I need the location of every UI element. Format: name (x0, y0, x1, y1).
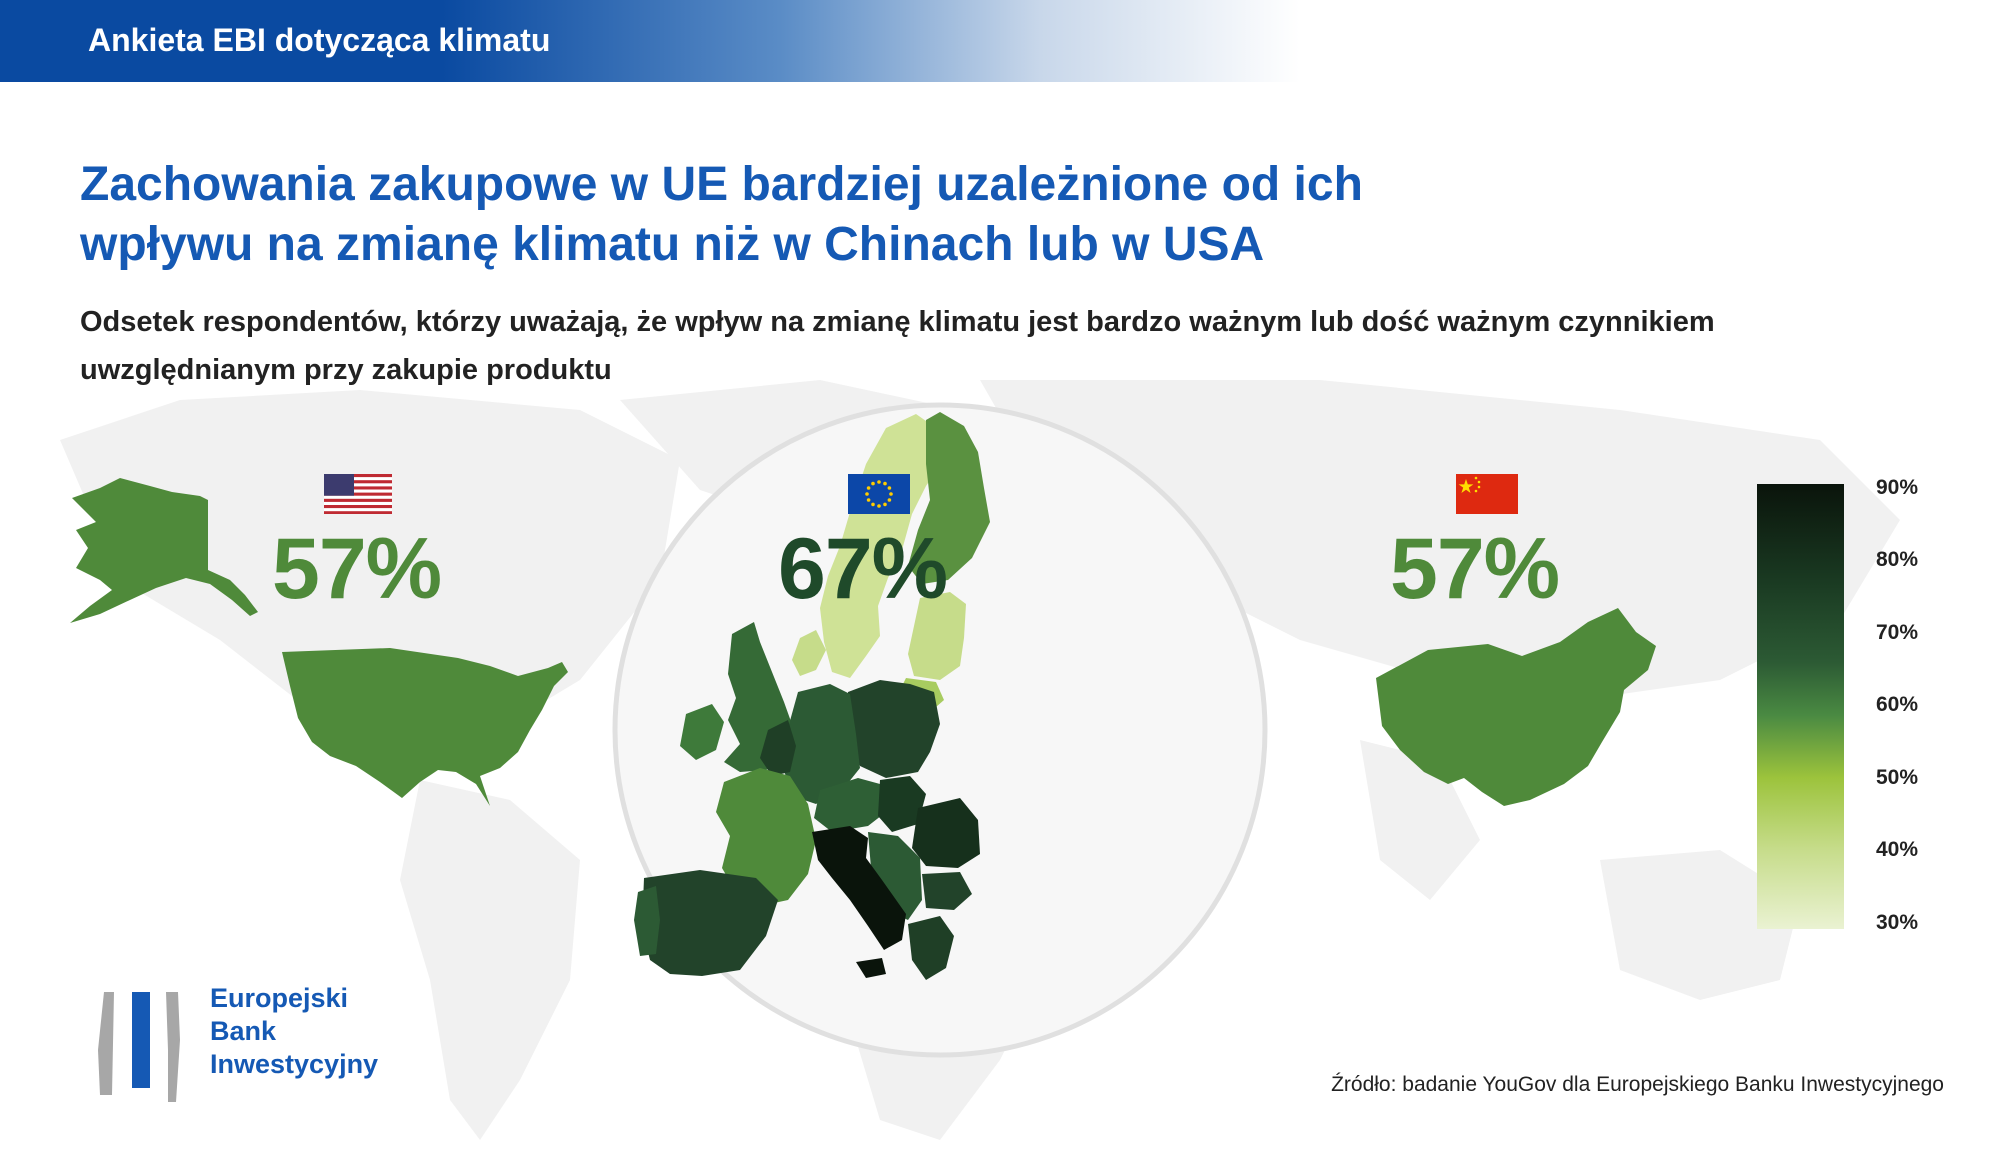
header-title: Ankieta EBI dotycząca klimatu (88, 22, 551, 58)
legend-tick: 80% (1876, 548, 1919, 571)
baltics-shape (908, 592, 966, 680)
usa-percentage: 57% (272, 521, 442, 617)
france-shape (716, 768, 816, 906)
subtitle-line-1: Odsetek respondentów, którzy uważają, że… (80, 306, 1715, 338)
eib-logo-icon (98, 992, 180, 1102)
sicily-shape (856, 958, 886, 978)
iberia-shape (642, 870, 778, 976)
legend-tick: 40% (1876, 838, 1919, 861)
benelux-shape (760, 720, 796, 776)
romania-shape (912, 798, 980, 868)
logo-line-3: Inwestycyjny (210, 1049, 379, 1079)
usa-map (70, 478, 568, 806)
hungary-slovakia-shape (878, 776, 926, 832)
eib-logo-text: Europejski Bank Inwestycyjny (210, 982, 378, 1081)
germany-shape (782, 684, 860, 804)
legend-tick: 30% (1876, 911, 1919, 934)
poland-shape (848, 680, 940, 778)
china-percentage: 57% (1390, 521, 1560, 617)
denmark-shape (792, 630, 826, 676)
finland-shape (908, 412, 990, 584)
eu-flag-icon (848, 474, 910, 514)
portugal-shape (634, 886, 660, 956)
legend-tick: 50% (1876, 766, 1919, 789)
italy-shape (812, 826, 906, 950)
source-note: Źródło: badanie YouGov dla Europejskiego… (1331, 1073, 1944, 1096)
logo-line-1: Europejski (210, 983, 349, 1013)
bulgaria-shape (922, 872, 972, 910)
europe-map (634, 412, 990, 980)
title-line-1: Zachowania zakupowe w UE bardziej uzależ… (80, 158, 1363, 211)
page-subtitle: Odsetek respondentów, którzy uważają, że… (80, 298, 1900, 394)
legend-tick: 60% (1876, 693, 1919, 716)
greece-shape (908, 916, 954, 980)
color-scale-legend (1757, 484, 1844, 929)
contiguous-us-shape (282, 648, 568, 806)
legend-tick: 70% (1876, 621, 1919, 644)
china-shape (1376, 608, 1656, 806)
logo-line-2: Bank (210, 1016, 277, 1046)
header-bar (0, 0, 1300, 82)
legend-tick: 90% (1876, 476, 1919, 499)
eu-percentage: 67% (778, 521, 948, 617)
ireland-shape (680, 704, 724, 760)
title-line-2: wpływu na zmianę klimatu niż w Chinach l… (80, 218, 1265, 271)
usa-flag-icon (324, 474, 392, 514)
czech-austria-shape (814, 778, 886, 832)
china-map (1376, 608, 1656, 806)
china-flag-icon (1456, 474, 1518, 514)
subtitle-line-2: uwzględnianym przy zakupie produktu (80, 354, 612, 386)
sweden-shape (820, 414, 942, 678)
page-title: Zachowania zakupowe w UE bardziej uzależ… (80, 155, 1540, 275)
world-map-svg (60, 380, 1900, 1140)
alaska-shape (70, 478, 258, 623)
